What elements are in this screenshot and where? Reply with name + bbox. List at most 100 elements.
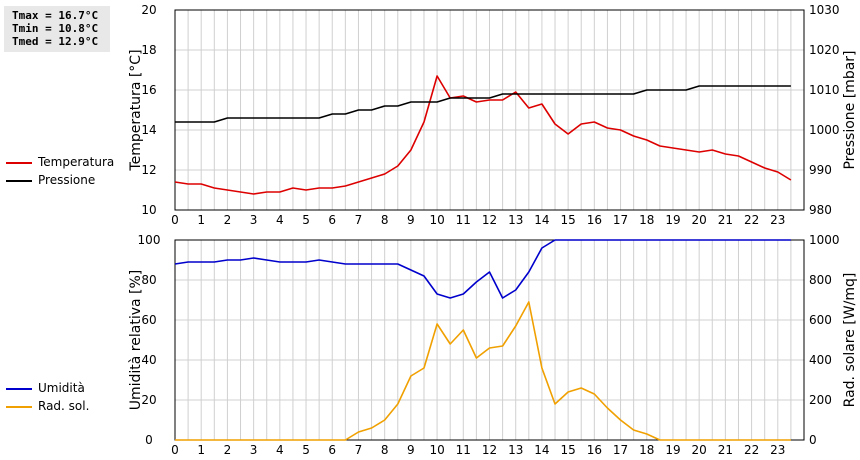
x-tick-label: 11: [456, 213, 471, 227]
legend-swatch-pressione: [6, 180, 32, 182]
x-tick-label: 4: [276, 213, 284, 227]
y2-axis-label: Rad. solare [W/mq]: [842, 273, 858, 408]
x-tick-label: 16: [587, 213, 602, 227]
legend-top: Temperatura Pressione: [6, 153, 114, 189]
x-tick-label: 0: [171, 213, 179, 227]
y2-tick-label: 800: [809, 273, 832, 287]
x-tick-label: 5: [302, 213, 310, 227]
series-line-umidit: [174, 239, 791, 299]
y-axis-label: Temperatura [°C]: [128, 49, 144, 171]
x-tick-label: 12: [482, 213, 497, 227]
legend-swatch-temperatura: [6, 162, 32, 164]
x-tick-label: 4: [276, 443, 284, 457]
x-tick-label: 17: [613, 213, 628, 227]
y2-tick-label: 400: [809, 353, 832, 367]
x-tick-label: 5: [302, 443, 310, 457]
series-line-rad-sol: [175, 301, 791, 441]
series-line-temperatura: [174, 75, 792, 195]
x-tick-label: 0: [171, 443, 179, 457]
y2-tick-label: 1020: [809, 43, 840, 57]
y-tick-label: 14: [141, 123, 156, 137]
x-tick-label: 23: [770, 213, 785, 227]
x-tick-label: 6: [328, 443, 336, 457]
legend-bottom: Umidità Rad. sol.: [6, 379, 89, 415]
y-tick-label: 18: [141, 43, 156, 57]
y-tick-label: 40: [141, 353, 156, 367]
x-tick-label: 6: [328, 213, 336, 227]
x-tick-label: 9: [407, 443, 415, 457]
x-tick-label: 11: [456, 443, 471, 457]
x-tick-label: 22: [744, 213, 759, 227]
series-line-pressione: [175, 85, 791, 123]
y2-tick-label: 1000: [809, 123, 840, 137]
x-tick-label: 15: [560, 443, 575, 457]
x-tick-label: 8: [381, 213, 389, 227]
x-tick-label: 17: [613, 443, 628, 457]
y-tick-label: 12: [141, 163, 156, 177]
x-tick-label: 7: [355, 213, 363, 227]
x-tick-label: 20: [692, 213, 707, 227]
legend-swatch-rad-sol: [6, 406, 32, 408]
x-tick-label: 10: [429, 213, 444, 227]
y2-tick-label: 1010: [809, 83, 840, 97]
x-tick-label: 20: [692, 443, 707, 457]
x-tick-label: 9: [407, 213, 415, 227]
x-tick-label: 14: [534, 443, 549, 457]
x-tick-label: 22: [744, 443, 759, 457]
stat-tmin: Tmin = 10.8°C: [12, 22, 99, 35]
y-tick-label: 0: [145, 433, 153, 447]
y-tick-label: 16: [141, 83, 156, 97]
x-tick-label: 19: [665, 213, 680, 227]
plot-frame: [174, 9, 805, 211]
y2-tick-label: 990: [809, 163, 832, 177]
x-tick-label: 16: [587, 443, 602, 457]
legend-label-rad-sol: Rad. sol.: [38, 399, 90, 413]
y2-axis-label: Pressione [mbar]: [842, 50, 858, 169]
x-tick-label: 13: [508, 443, 523, 457]
x-tick-label: 2: [224, 213, 232, 227]
y2-tick-label: 0: [809, 433, 817, 447]
x-tick-label: 7: [355, 443, 363, 457]
y-axis-label: Umidità relativa [%]: [128, 270, 144, 411]
y2-tick-label: 600: [809, 313, 832, 327]
x-tick-label: 18: [639, 213, 654, 227]
legend-item-pressione: Pressione: [6, 171, 114, 189]
x-tick-label: 3: [250, 443, 258, 457]
y-tick-label: 100: [138, 233, 161, 247]
x-tick-label: 19: [665, 443, 680, 457]
x-tick-label: 1: [197, 443, 205, 457]
x-tick-label: 15: [560, 213, 575, 227]
y2-tick-label: 200: [809, 393, 832, 407]
x-tick-label: 14: [534, 213, 549, 227]
plot-frame: [174, 239, 805, 441]
y-tick-label: 10: [141, 203, 156, 217]
x-tick-label: 1: [197, 213, 205, 227]
chart-1: 0 1 2 3 4 5 6 7 8 9 10 11 12 13 14 15 16 17 18 19 20 21 22 2310…: [128, 3, 858, 227]
y-tick-label: 80: [141, 273, 156, 287]
stat-tmax: Tmax = 16.7°C: [12, 9, 99, 22]
y2-tick-label: 1000: [809, 233, 840, 247]
legend-label-pressione: Pressione: [38, 173, 96, 187]
legend-item-umidita: Umidità: [6, 379, 89, 397]
legend-swatch-umidita: [6, 388, 32, 390]
chart-2: 0 1 2 3 4 5 6 7 8 9 10 11 12 13 14 15 16 17 18 19 20 21 22 2302…: [128, 233, 858, 457]
x-tick-label: 21: [718, 213, 733, 227]
stats-box: Tmax = 16.7°C Tmin = 10.8°C Tmed = 12.9°…: [4, 6, 110, 52]
legend-label-temperatura: Temperatura: [38, 155, 115, 169]
y-tick-label: 60: [141, 313, 156, 327]
x-tick-label: 13: [508, 213, 523, 227]
x-tick-label: 10: [429, 443, 444, 457]
legend-label-umidita: Umidità: [38, 381, 85, 395]
x-tick-label: 12: [482, 443, 497, 457]
x-tick-label: 23: [770, 443, 785, 457]
legend-item-rad-sol: Rad. sol.: [6, 397, 89, 415]
y-tick-label: 20: [141, 3, 156, 17]
x-tick-label: 2: [224, 443, 232, 457]
x-tick-label: 8: [381, 443, 389, 457]
y-tick-label: 20: [141, 393, 156, 407]
x-tick-label: 3: [250, 213, 258, 227]
stat-tmed: Tmed = 12.9°C: [12, 35, 99, 48]
y2-tick-label: 1030: [809, 3, 840, 17]
y2-tick-label: 980: [809, 203, 832, 217]
